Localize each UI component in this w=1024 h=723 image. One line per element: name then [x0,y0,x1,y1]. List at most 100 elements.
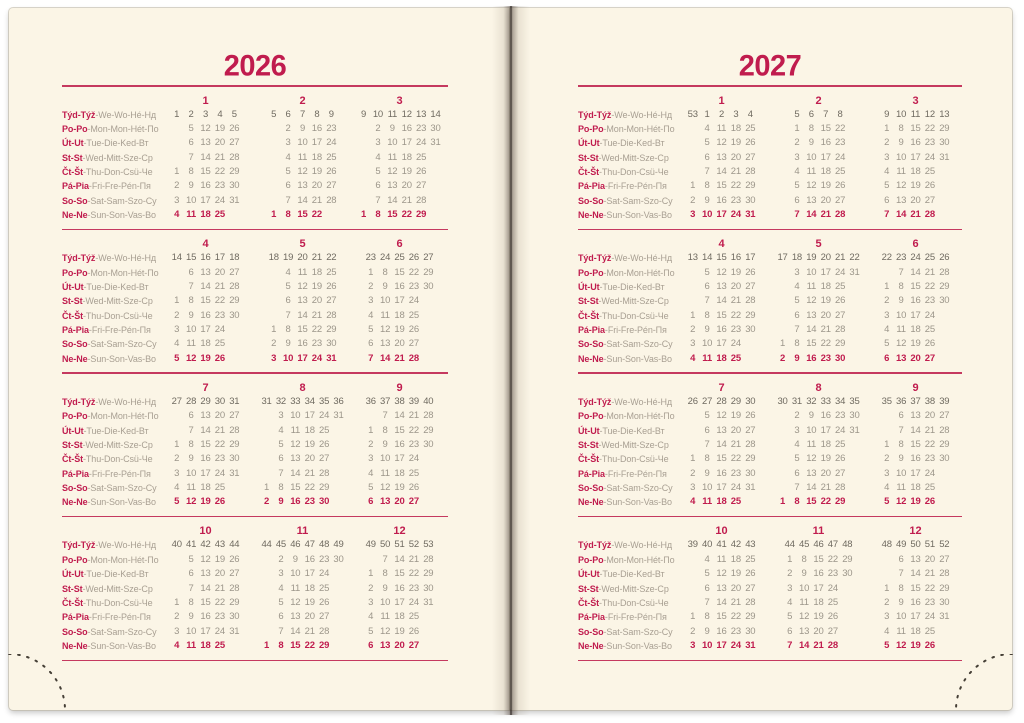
date-cell: 15 [297,324,308,336]
date-cell: 22 [820,496,831,508]
date-cell: 5 [884,180,890,192]
day-label-translations: -Mon-Mon-Hét-По [603,411,675,422]
date-cell: 1 [174,166,180,178]
date-cell: 21 [730,295,741,307]
date-cell: 31 [939,151,950,163]
day-row-label: Pá-Pia-Fri-Fre-Pén-Пя [62,323,157,337]
week-columns: 2 9 16 23 30 [673,467,770,481]
date-cell: 23 [730,625,741,637]
date-cell: 15 [290,482,301,494]
week-number-cell: 45 [275,539,286,551]
week-number-cell: 21 [311,252,322,264]
month-slot: 4 [157,237,254,251]
date-cell [267,179,281,193]
day-row-label: Po-Po-Mon-Mon-Hét-По [62,266,159,280]
date-cell [259,582,273,596]
date-cell: 30 [939,137,950,149]
date-cell [775,438,789,452]
month-slot: 2 9 16 23 30 [770,352,867,366]
week-columns: 9 10 11 12 13 14 [351,108,448,122]
date-cell: 22 [730,180,741,192]
date-cell: 11 [896,166,906,178]
date-cell: 28 [827,640,838,652]
date-cell: 22 [730,309,741,321]
date-cell: 8 [801,553,807,565]
week-columns: 1 8 15 22 29 [254,323,351,337]
date-cell: 8 [794,338,800,350]
month-slot: 5 12 19 26 [867,179,964,193]
day-label-translations: -Mon-Mon-Hét-По [603,123,675,134]
week-columns: 4 11 18 25 [351,151,448,165]
date-cell: 6 [794,194,800,206]
day-label-translations: -Thu-Don-Csü-Че [599,454,669,465]
month-slot: 6 13 20 27 [157,136,254,150]
date-cell: 15 [910,582,921,594]
week-columns: 5 12 19 26 [673,136,770,150]
week-columns: 1 8 15 22 29 [673,179,770,193]
day-label-primary: Čt-Št [62,597,83,608]
day-row-label: So-So-Sat-Sam-Szo-Су [62,194,157,208]
date-cell: 15 [716,453,727,465]
day-row: Pá-Pia-Fri-Fre-Pén-Пя 1 8 15 22 29 5 12 19 26 5 12 1… [578,179,962,193]
day-label-translations: -Wed-Mitt-Sze-Ср [598,296,669,307]
week-columns: 40 41 42 43 44 [157,538,254,552]
week-columns: 7 14 21 28 [770,208,867,222]
month-slot: 1 8 15 22 29 [157,438,254,452]
month-number: 1 [718,94,725,107]
date-cell: 22 [924,122,935,134]
date-cell: 6 [188,568,194,580]
date-cell: 24 [326,137,337,149]
week-number-cell: 27 [171,395,182,407]
date-cell: 6 [188,137,194,149]
week-number-cell: 28 [186,395,197,407]
date-cell: 28 [423,410,434,422]
date-cell: 20 [311,295,322,307]
month-slot: 39 40 41 42 43 [673,538,770,552]
day-row-label: Ne-Ne-Sun-Son-Vas-Во [62,352,157,366]
month-slot: 5 12 19 26 [770,452,867,466]
date-cell: 12 [716,568,727,580]
week-number-cell: 42 [200,539,211,551]
date-cell: 22 [304,482,315,494]
day-label-primary: Týd-Týž [62,109,96,120]
date-cell: 12 [380,482,391,494]
month-slot: 7 14 21 28 [254,309,351,323]
date-cell [227,208,241,222]
date-cell: 15 [394,424,405,436]
month-slot: 5 12 19 26 [770,179,867,193]
date-cell [227,481,241,495]
quarter-divider [578,372,962,374]
month-slot: 4 11 18 25 [254,151,351,165]
month-number: 11 [296,525,309,538]
week-columns: 6 13 20 27 [351,495,448,509]
week-columns: 6 13 20 27 [351,179,448,193]
date-cell: 5 [278,596,284,608]
date-cell: 27 [319,453,330,465]
day-row: Čt-Št-Thu-Don-Csü-Че 1 8 15 22 29 5 12 19 26 2 9 16 2… [578,452,962,466]
date-cell: 16 [716,324,727,336]
day-row-label: So-So-Sat-Sam-Szo-Су [578,337,673,351]
date-cell [267,294,281,308]
date-cell: 7 [278,625,284,637]
day-label-translations: -Sat-Sam-Szo-Су [87,626,157,637]
month-slot: 6 13 20 27 [770,309,867,323]
day-label-translations: -Fri-Fre-Pén-Пя [88,468,151,479]
week-columns: 7 14 21 28 [351,553,448,567]
date-cell: 31 [849,424,860,436]
date-cell [937,323,951,337]
month-slot: 7 14 21 28 [157,582,254,596]
date-cell: 2 [884,596,890,608]
date-cell: 2 [375,122,381,134]
date-cell: 27 [408,640,419,652]
day-label-primary: Pá-Pia [62,468,89,479]
week-columns: 6 13 20 27 [351,639,448,653]
date-cell: 13 [806,309,817,321]
month-slot: 23 24 25 26 27 [351,251,448,265]
date-cell: 17 [910,151,921,163]
date-cell: 29 [229,596,240,608]
month-number: 2 [299,94,306,107]
date-cell: 7 [794,324,800,336]
date-cell: 13 [200,137,211,149]
week-columns: 4 11 18 25 [673,122,770,136]
